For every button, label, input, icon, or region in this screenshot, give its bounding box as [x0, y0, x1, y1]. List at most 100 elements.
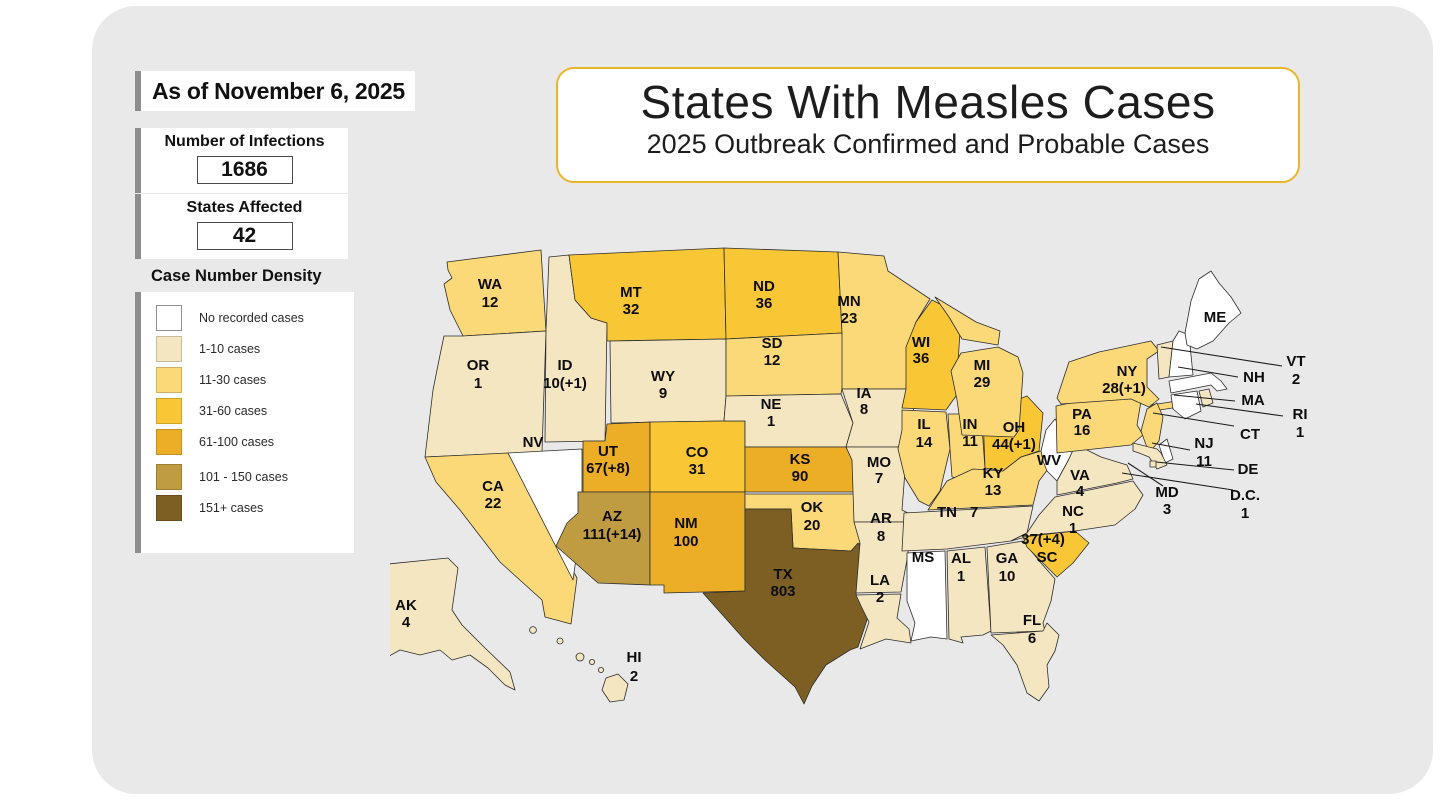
callout-line-nh	[1177, 366, 1239, 378]
state-label-mn: MN	[837, 293, 860, 310]
as-of-date: As of November 6, 2025	[152, 77, 405, 104]
state-value-dc: 1	[1241, 505, 1249, 522]
state-il[interactable]	[897, 409, 951, 507]
state-label-va: VA	[1070, 467, 1090, 484]
legend-item-11-30: 11-30 cases	[156, 367, 354, 393]
state-label-co: CO	[686, 444, 709, 461]
state-label-dc: D.C.	[1230, 487, 1260, 504]
state-nd[interactable]	[723, 247, 843, 340]
state-la[interactable]	[855, 593, 912, 650]
state-nj[interactable]	[1140, 402, 1164, 454]
state-label-vt: VT	[1286, 353, 1305, 370]
legend-item-label: 101 - 150 cases	[199, 470, 288, 484]
state-label-al: AL	[951, 550, 971, 567]
state-label-ok: OK	[801, 499, 824, 516]
state-value-pa: 16	[1074, 422, 1091, 439]
state-ky[interactable]	[927, 450, 1052, 511]
state-value-va: 4	[1076, 483, 1085, 500]
state-value-hi: 2	[630, 668, 638, 685]
state-value-nj: 11	[1196, 453, 1212, 470]
callout-line-de	[1155, 461, 1235, 471]
state-label-ar: AR	[870, 510, 892, 527]
states-affected-label: States Affected	[186, 199, 303, 216]
state-ma[interactable]	[1168, 372, 1228, 394]
state-label-ca: CA	[482, 478, 504, 495]
state-value-ar: 8	[877, 528, 885, 545]
legend-swatch	[156, 429, 182, 455]
state-value-sd: 12	[764, 352, 781, 369]
state-label-oh: OH	[1003, 419, 1026, 436]
state-label-wv: WV	[1037, 452, 1061, 469]
state-label-ia: IA	[857, 385, 872, 402]
legend-item-label: 11-30 cases	[199, 373, 267, 387]
legend-swatch	[156, 464, 182, 490]
state-ak[interactable]	[390, 557, 516, 691]
state-hi-island[interactable]	[589, 659, 596, 666]
state-hi[interactable]	[601, 673, 629, 703]
state-label-id: ID	[558, 357, 573, 374]
state-value-al: 1	[957, 568, 965, 585]
state-label-fl: FL	[1023, 612, 1041, 629]
state-hi-island[interactable]	[575, 652, 585, 662]
state-label-de: DE	[1238, 461, 1259, 478]
state-hi-island[interactable]	[529, 626, 537, 634]
state-mi[interactable]	[950, 346, 1024, 438]
state-va[interactable]	[1056, 440, 1134, 496]
state-value-il: 14	[916, 434, 933, 451]
state-sc[interactable]	[1022, 530, 1090, 578]
state-me[interactable]	[1184, 270, 1242, 350]
state-label-tn: TN	[937, 504, 957, 521]
state-value-ok: 20	[804, 517, 821, 534]
state-value-fl: 6	[1028, 630, 1036, 647]
state-label-nh: NH	[1243, 369, 1265, 386]
state-hi-island[interactable]	[598, 667, 605, 674]
state-value-mn: 23	[841, 310, 858, 327]
state-ct[interactable]	[1170, 390, 1202, 420]
state-ms[interactable]	[906, 550, 948, 642]
state-value-in: 11	[962, 433, 978, 450]
state-label-ky: KY	[983, 465, 1004, 482]
state-label-il: IL	[917, 416, 930, 433]
state-label-pa: PA	[1072, 406, 1092, 423]
callout-line-ri	[1195, 403, 1284, 417]
state-label-nv: NV	[523, 434, 544, 451]
legend-swatch	[156, 398, 182, 424]
state-label-ct: CT	[1240, 426, 1260, 443]
state-mi-upper[interactable]	[934, 296, 1001, 346]
state-sd[interactable]	[725, 332, 848, 397]
state-al[interactable]	[946, 546, 992, 644]
states-affected-value: 42	[196, 222, 293, 250]
state-value-ri: 1	[1296, 424, 1304, 441]
legend-item-none: No recorded cases	[156, 305, 354, 331]
state-label-nj: NJ	[1194, 435, 1213, 452]
callout-line-dc	[1121, 472, 1234, 491]
state-value-md: 3	[1163, 501, 1171, 518]
state-label-ga: GA	[996, 550, 1019, 567]
state-wa[interactable]	[443, 249, 547, 337]
state-ny[interactable]	[1056, 340, 1160, 408]
state-label-az: AZ	[602, 508, 622, 525]
state-value-wa: 12	[482, 294, 499, 311]
callout-line-ma	[1173, 394, 1236, 402]
state-label-nm: NM	[674, 515, 697, 532]
state-label-nc: NC	[1062, 503, 1084, 520]
state-tx[interactable]	[702, 508, 869, 705]
state-label-in: IN	[963, 416, 978, 433]
state-label-mt: MT	[620, 284, 642, 301]
state-label-or: OR	[467, 357, 490, 374]
state-value-ky: 13	[985, 482, 1002, 499]
state-fl[interactable]	[990, 622, 1060, 702]
legend-item-101-150: 101 - 150 cases	[156, 464, 354, 490]
state-label-tx: TX	[773, 566, 792, 583]
as-of-box: As of November 6, 2025	[135, 71, 415, 111]
state-dc[interactable]	[1149, 460, 1157, 468]
legend-item-label: 31-60 cases	[199, 404, 268, 418]
state-label-mo: MO	[867, 454, 891, 471]
state-value-nd: 36	[756, 295, 773, 312]
callout-line-nj	[1151, 442, 1191, 451]
state-value-ga: 10	[999, 568, 1016, 585]
state-value-sc: 37(+4)	[1021, 531, 1065, 548]
state-label-ak: AK	[395, 597, 417, 614]
state-hi-island[interactable]	[556, 637, 564, 645]
state-value-mt: 32	[623, 301, 640, 318]
